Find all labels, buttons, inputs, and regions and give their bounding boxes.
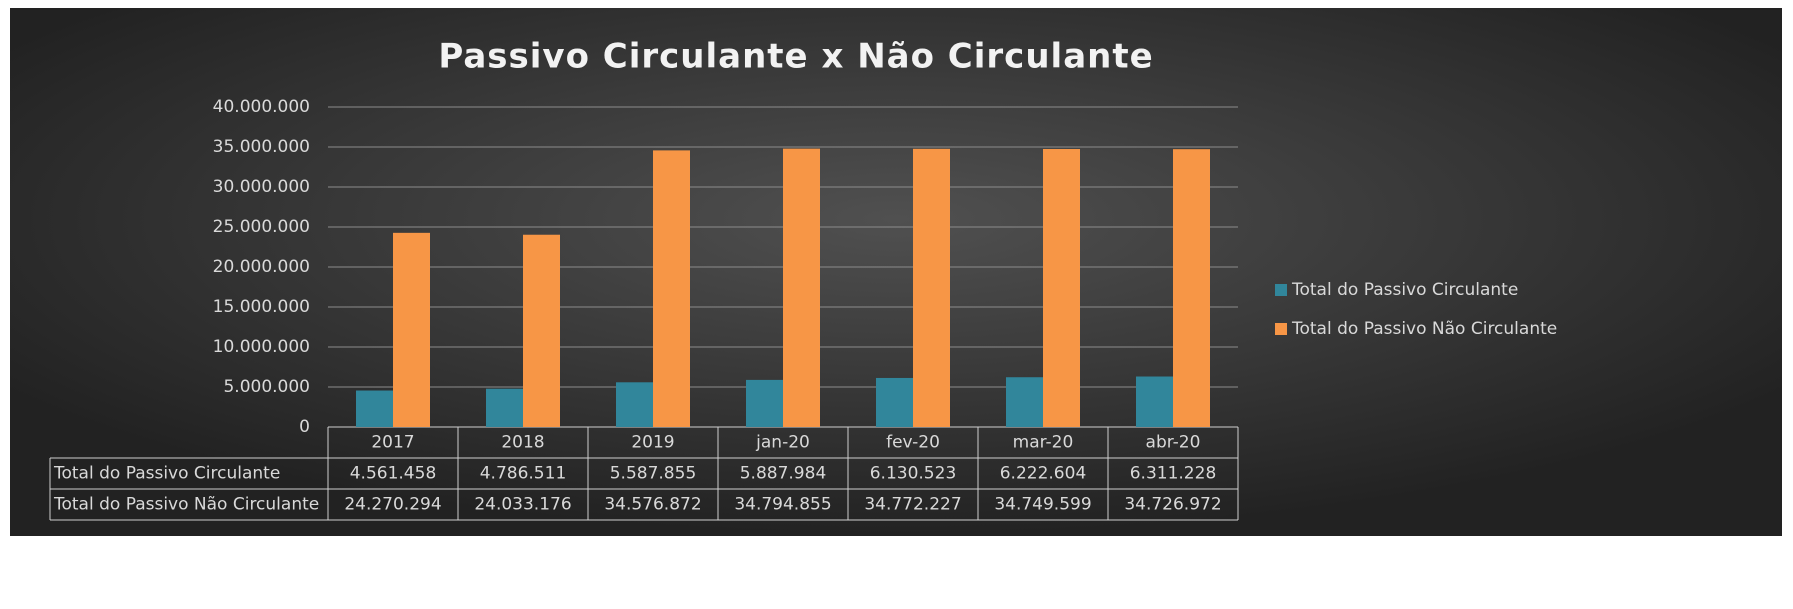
x-tick-label: 2018: [501, 433, 544, 453]
bar: [616, 382, 653, 427]
bar: [1173, 149, 1210, 428]
bar: [486, 388, 523, 427]
table-value: 6.222.604: [1000, 464, 1087, 484]
y-tick-label: 20.000.000: [213, 257, 310, 277]
chart-background: [10, 8, 1782, 536]
bar: [876, 377, 913, 427]
x-tick-label: 2017: [371, 433, 414, 453]
table-value: 34.726.972: [1124, 495, 1221, 515]
x-tick-label: jan-20: [755, 433, 810, 453]
y-tick-label: 25.000.000: [213, 217, 310, 237]
table-value: 34.794.855: [734, 495, 831, 515]
table-value: 6.130.523: [870, 464, 957, 484]
y-tick-label: 30.000.000: [213, 177, 310, 197]
bar: [913, 148, 950, 427]
bar: [1043, 149, 1080, 427]
table-value: 34.749.599: [994, 495, 1091, 515]
legend-swatch: [1275, 323, 1287, 335]
legend-label: Total do Passivo Não Circulante: [1291, 319, 1557, 339]
legend-swatch: [1275, 284, 1287, 296]
bar: [523, 234, 560, 427]
bar: [746, 379, 783, 427]
bar: [653, 150, 690, 428]
table-value: 5.887.984: [740, 464, 827, 484]
table-value: 4.561.458: [350, 464, 437, 484]
x-tick-label: mar-20: [1013, 433, 1074, 453]
table-value: 4.786.511: [480, 464, 567, 484]
bar: [783, 148, 820, 427]
y-tick-label: 0: [299, 417, 310, 437]
table-value: 24.033.176: [474, 495, 571, 515]
table-value: 5.587.855: [610, 464, 697, 484]
bar: [1006, 377, 1043, 427]
chart-title: Passivo Circulante x Não Circulante: [438, 37, 1153, 77]
y-tick-label: 15.000.000: [213, 297, 310, 317]
table-row-label: Total do Passivo Circulante: [53, 464, 280, 484]
table-value: 24.270.294: [344, 495, 441, 515]
x-tick-label: 2019: [631, 433, 674, 453]
table-value: 34.576.872: [604, 495, 701, 515]
table-value: 6.311.228: [1130, 464, 1217, 484]
bar: [393, 232, 430, 427]
bar: [356, 390, 393, 427]
x-tick-label: abr-20: [1146, 433, 1201, 453]
table-row-label: Total do Passivo Não Circulante: [53, 495, 319, 515]
y-tick-label: 5.000.000: [223, 377, 310, 397]
y-tick-label: 35.000.000: [213, 137, 310, 157]
y-tick-label: 40.000.000: [213, 97, 310, 117]
table-value: 34.772.227: [864, 495, 961, 515]
y-tick-label: 10.000.000: [213, 337, 310, 357]
legend-label: Total do Passivo Circulante: [1291, 280, 1518, 300]
bar: [1136, 376, 1173, 427]
x-tick-label: fev-20: [886, 433, 940, 453]
